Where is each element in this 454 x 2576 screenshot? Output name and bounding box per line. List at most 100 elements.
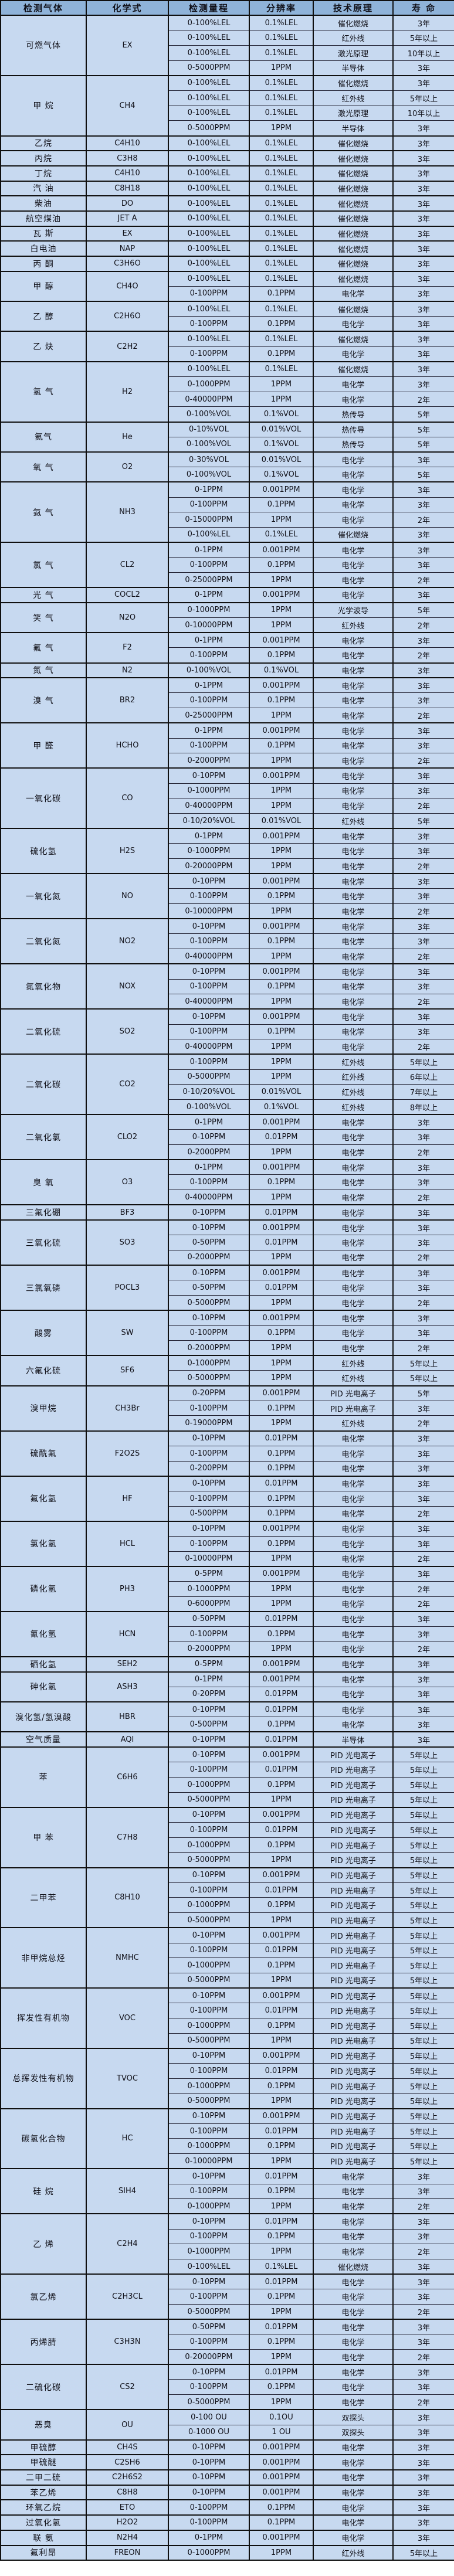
range-cell: 0-5000PPM — [168, 2394, 250, 2410]
life-cell: 3年 — [392, 316, 454, 332]
gas-row: 丙烯腈 C3H3N 0-50PPM 0.01PPM 电化学 3年 — [0, 2319, 454, 2365]
gas-row: 丙 酮 C3H6O 0-100%LEL 0.1%LEL 催化燃烧 3年 — [0, 256, 454, 272]
life-cell: 3年 — [392, 346, 454, 362]
range-cell: 0-100PPM — [168, 2003, 250, 2018]
range-cell: 0-100PPM — [168, 1445, 250, 1462]
life-cell: 5年以上 — [392, 1355, 454, 1371]
gas-row: 三氯氧磷 POCL3 0-10PPM 0.001PPM 电化学 3年 — [0, 1265, 454, 1311]
life-cell: 2年 — [392, 1596, 454, 1612]
range-cell: 0-5PPM — [168, 1656, 250, 1673]
gas-row: 0-100%LEL 0.1%LEL 红外线 5年以上 — [1, 90, 454, 106]
principle-cell: 电化学 — [313, 662, 394, 678]
life-cell: 3年 — [392, 722, 454, 739]
gas-row: 0-100PPM 0.1PPM 电化学 3年 — [1, 316, 454, 332]
gas-row: 0-2000PPM 1PPM 电化学 2年 — [1, 1249, 454, 1266]
range-cell: 0-1PPM — [168, 587, 250, 603]
formula-cell: H2S — [86, 828, 169, 874]
formula-cell: C3H3N — [86, 2319, 169, 2365]
gas-name-cell: 二硫化碳 — [0, 2364, 87, 2410]
gas-row: 联 氨 N2H4 0-1PPM 0.001PPM 电化学 3年 — [0, 2529, 454, 2546]
resolution-cell: 0.01PPM — [249, 1822, 314, 1838]
resolution-cell: 0.001PPM — [249, 1671, 314, 1687]
resolution-cell: 0.1PPM — [249, 2138, 314, 2154]
gas-row: 0-100PPM 0.01PPM PID 光电离子 5年以上 — [1, 1942, 454, 1959]
range-cell: 0-100%LEL — [168, 165, 250, 182]
gas-row: 0-100PPM 0.1PPM 电化学 3年 — [1, 2228, 454, 2245]
formula-cell: CS2 — [86, 2364, 169, 2410]
life-cell: 3年 — [392, 1460, 454, 1477]
life-cell: 3年 — [392, 2424, 454, 2441]
range-cell: 0-50PPM — [168, 1235, 250, 1250]
gas-row: 0-100PPM 0.1PPM 电化学 2年 — [1, 647, 454, 664]
resolution-cell: 0.1%LEL — [249, 195, 314, 212]
gas-name-cell: 一氧化氮 — [0, 873, 87, 919]
principle-cell: 电化学 — [313, 467, 394, 482]
gas-row: 0-5000PPM 1PPM 半导体 3年 — [1, 60, 454, 76]
range-cell: 0-10PPM — [168, 918, 250, 934]
resolution-cell: 0.001PPM — [249, 1565, 314, 1582]
resolution-cell: 0.001PPM — [249, 2454, 314, 2470]
life-cell: 5年以上 — [392, 1806, 454, 1823]
principle-cell: 电化学 — [313, 1039, 394, 1055]
gas-name-cell: 光 气 — [0, 587, 87, 603]
life-cell: 3年 — [392, 1159, 454, 1175]
principle-cell: PID 光电离子 — [313, 1912, 394, 1928]
formula-cell: SO2 — [86, 1008, 169, 1055]
range-cell: 0-100PPM — [168, 1882, 250, 1898]
range-cell: 0-1000PPM — [168, 1355, 250, 1371]
principle-cell: 电化学 — [313, 873, 394, 889]
resolution-cell: 0.001PPM — [249, 1520, 314, 1537]
resolution-cell: 0.001PPM — [249, 2484, 314, 2500]
life-cell: 3年 — [392, 60, 454, 76]
principle-cell: 电化学 — [313, 2304, 394, 2320]
range-cell: 0-100%LEL — [168, 180, 250, 196]
gas-row: 0-50PPM 0.01PPM 电化学 3年 — [1, 1235, 454, 1250]
gas-row: 碳氢化合物 HC 0-10PPM 0.001PPM PID 光电离子 5年以上 — [0, 2108, 454, 2169]
principle-cell: 电化学 — [313, 572, 394, 588]
resolution-cell: 1PPM — [249, 2304, 314, 2320]
life-cell: 3年 — [392, 1008, 454, 1025]
life-cell: 3年 — [392, 2273, 454, 2290]
gas-name-cell: 乙 烯 — [0, 2213, 87, 2275]
principle-cell: 红外线 — [313, 1355, 394, 1371]
resolution-cell: 0.001PPM — [249, 873, 314, 889]
principle-cell: 电化学 — [313, 1551, 394, 1567]
gas-row: 氰化氢 HCN 0-50PPM 0.01PPM 电化学 3年 — [0, 1610, 454, 1657]
range-cell: 0-20000PPM — [168, 858, 250, 874]
life-cell: 3年 — [392, 1219, 454, 1236]
resolution-cell: 0.1PPM — [249, 2289, 314, 2305]
life-cell: 3年 — [392, 2409, 454, 2425]
range-cell: 0-1000PPM — [168, 1837, 250, 1853]
resolution-cell: 1PPM — [249, 1852, 314, 1868]
life-cell: 3年 — [392, 361, 454, 377]
life-cell: 2年 — [392, 1641, 454, 1657]
resolution-cell: 0.01%VOL — [249, 813, 314, 829]
formula-cell: N2 — [86, 662, 169, 678]
resolution-cell: 0.01PPM — [249, 2003, 314, 2018]
principle-cell: 电化学 — [313, 918, 394, 934]
resolution-cell: 1PPM — [249, 1053, 314, 1070]
resolution-cell: 0.1%LEL — [249, 74, 314, 91]
resolution-cell: 1PPM — [249, 843, 314, 859]
gas-row: 0-10000PPM 1PPM PID 光电离子 5年以上 — [1, 2153, 454, 2169]
life-cell: 5年以上 — [392, 2153, 454, 2169]
range-cell: 0-10PPM — [168, 2454, 250, 2470]
resolution-cell: 0.001PPM — [249, 2047, 314, 2064]
range-cell: 0-1PPM — [168, 828, 250, 844]
principle-cell: 电化学 — [313, 1475, 394, 1491]
life-cell: 3年 — [392, 783, 454, 799]
range-cell: 0-100PPM — [168, 1325, 250, 1341]
gas-row: 磷化氢 PH3 0-5PPM 0.001PPM 电化学 3年 — [0, 1565, 454, 1612]
life-cell: 3年 — [392, 1671, 454, 1687]
life-cell: 5年以上 — [392, 2063, 454, 2079]
resolution-cell: 0.01PPM — [249, 1235, 314, 1250]
resolution-cell: 0.1PPM — [249, 888, 314, 905]
principle-cell: PID 光电离子 — [313, 1822, 394, 1838]
gas-row: 硒化氢 SEH2 0-5PPM 0.001PPM 电化学 3年 — [0, 1656, 454, 1673]
life-cell: 5年以上 — [392, 2108, 454, 2124]
range-cell: 0-10000PPM — [168, 1551, 250, 1567]
range-cell: 0-2000PPM — [168, 1249, 250, 1266]
life-cell: 3年 — [392, 1701, 454, 1718]
resolution-cell: 1PPM — [249, 2153, 314, 2169]
range-cell: 0-1000PPM — [168, 601, 250, 618]
